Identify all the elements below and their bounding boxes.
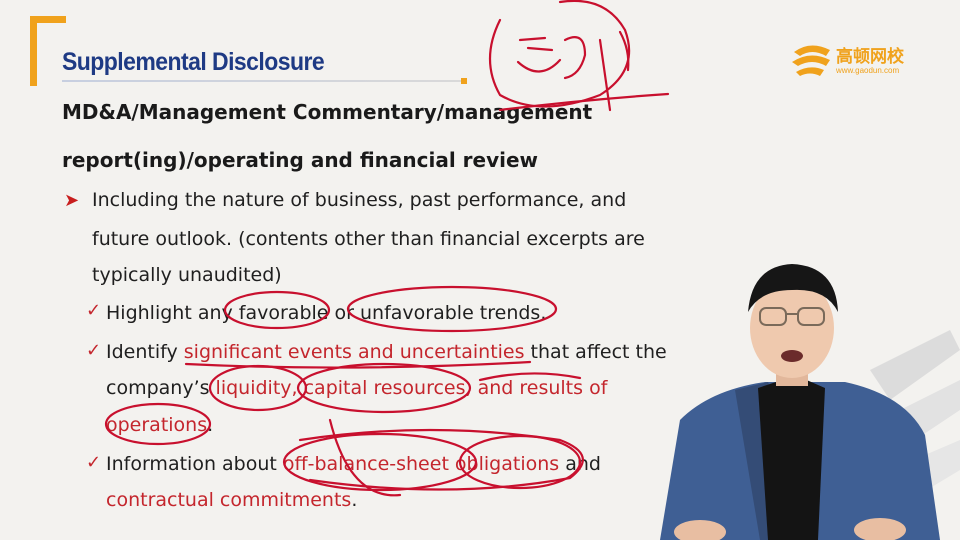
logo-name: 高顿网校: [836, 47, 904, 67]
title-underline: [62, 80, 462, 82]
check-icon: ✓: [86, 340, 102, 361]
decor-arrow-shape: [870, 330, 960, 400]
highlight-text: contractual commitments: [106, 489, 352, 511]
highlight-text: operations: [106, 414, 208, 436]
main-bullet-line-2: future outlook. (contents other than fin…: [92, 228, 645, 250]
main-bullet-line-3: typically unaudited): [92, 264, 282, 286]
check-icon: ✓: [86, 300, 102, 321]
logo-url: www.gaodun.com: [836, 66, 900, 75]
sub-bullet-2-line-1: Identify significant events and uncertai…: [106, 341, 667, 363]
sub-bullet-1-line-1: Highlight any favorable or unfavorable t…: [106, 302, 547, 324]
presenter-glasses: [759, 307, 787, 326]
sub-bullet-3-line-2: contractual commitments.: [106, 489, 358, 511]
main-bullet-line-1: Including the nature of business, past p…: [92, 189, 627, 211]
check-icon: ✓: [86, 452, 102, 473]
title-dot: [461, 78, 467, 84]
presenter-shirt: [758, 378, 825, 540]
title-bracket: [30, 16, 66, 86]
heading-line-2: report(ing)/operating and financial revi…: [62, 148, 539, 172]
ink-scribble: [488, 0, 631, 108]
presenter-hair: [748, 264, 838, 312]
highlight-text: significant events and uncertainties: [183, 341, 525, 363]
highlight-text: liquidity, capital resources, and result…: [215, 377, 608, 399]
presenter-mouth: [781, 350, 803, 362]
slide-title: Supplemental Disclosure: [62, 48, 325, 76]
highlight-text: off-balance-sheet obligations: [282, 453, 560, 475]
presenter-hand: [674, 520, 726, 540]
presenter-face: [750, 278, 834, 378]
gaodun-logo-icon: [792, 45, 830, 76]
heading-line-1: MD&A/Management Commentary/management: [62, 100, 593, 124]
arrow-right-icon: ➤: [64, 190, 80, 211]
sub-bullet-2-line-3: operations.: [106, 414, 214, 436]
presenter-video: [660, 264, 960, 540]
sub-bullet-2-line-2: company’s liquidity, capital resources, …: [106, 377, 608, 399]
sub-bullet-3-line-1: Information about off-balance-sheet obli…: [106, 453, 601, 475]
